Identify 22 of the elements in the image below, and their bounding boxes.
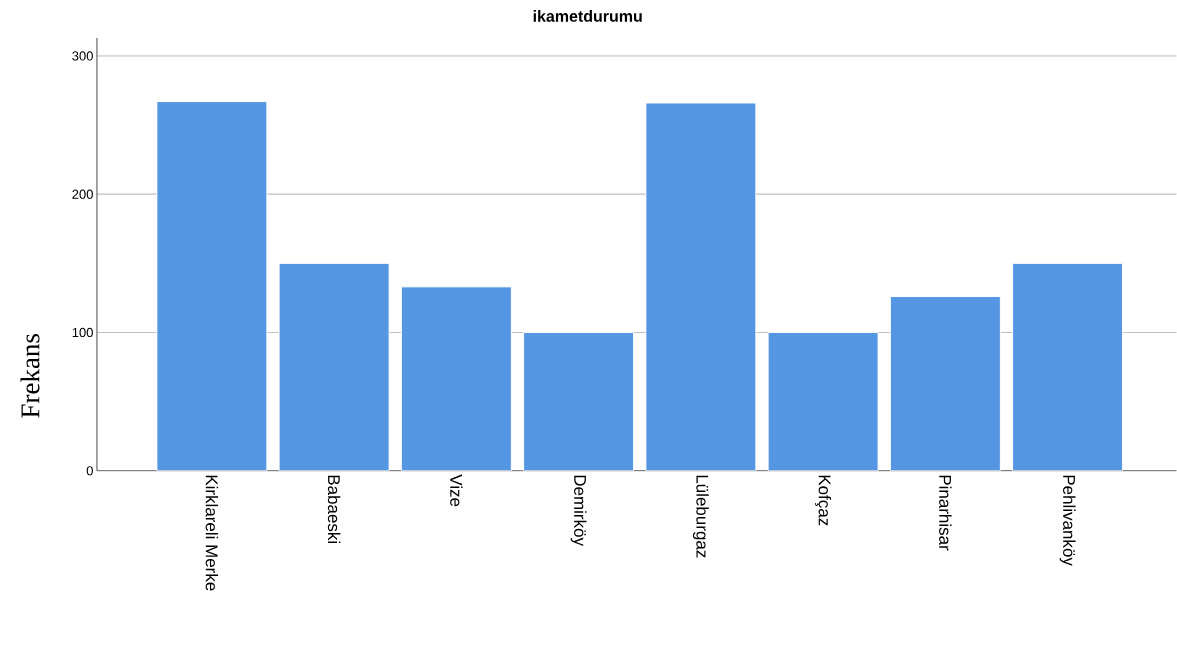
y-tick-label: 300	[72, 51, 93, 61]
x-tick-label: Kirklareli Merke	[205, 475, 219, 591]
bar	[523, 332, 635, 471]
chart-title: ikametdurumu	[533, 10, 642, 23]
x-tick-label: Lüleburgaz	[692, 475, 709, 558]
y-tick-label: 200	[72, 189, 93, 199]
bar	[278, 263, 390, 471]
x-tick-label: Pinarhisar	[939, 475, 952, 551]
bar	[889, 296, 1001, 471]
bar	[645, 102, 757, 471]
bar	[400, 286, 512, 471]
x-tick-label: Vize	[450, 474, 463, 507]
x-tick-label: Babaeski	[327, 475, 341, 544]
x-tick-label: Demirköy	[570, 475, 587, 547]
bar	[1012, 263, 1124, 471]
y-tick-label: 100	[72, 328, 93, 338]
y-axis-title: Frekans	[20, 334, 40, 418]
bar	[156, 101, 268, 471]
bar	[767, 332, 879, 471]
y-tick-label: 0	[86, 466, 93, 476]
x-tick-label: Kofçaz	[815, 475, 832, 526]
x-tick-label: Pehlivanköy	[1059, 475, 1076, 566]
